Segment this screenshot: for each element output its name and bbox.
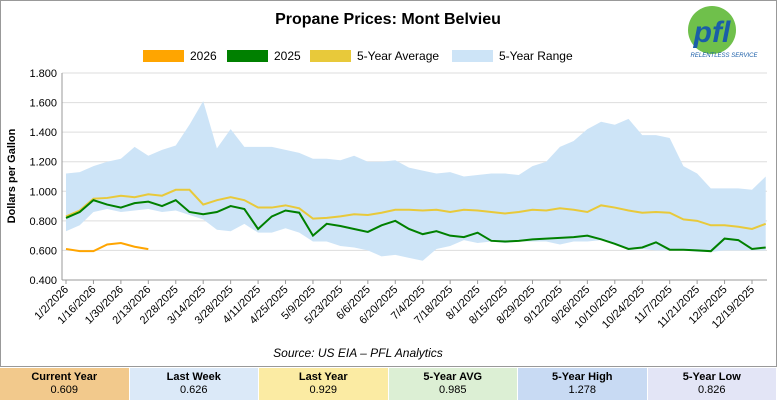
y-tick-label: 0.400 bbox=[29, 275, 57, 287]
y-tick-label: 1.600 bbox=[29, 98, 57, 110]
y-tick-label: 0.800 bbox=[29, 216, 57, 228]
summary-value: 0.826 bbox=[697, 384, 726, 396]
y-tick-label: 1.800 bbox=[29, 68, 57, 80]
y-tick-label: 0.600 bbox=[29, 245, 57, 257]
legend-swatch bbox=[310, 50, 351, 62]
summary-label: Last Week bbox=[166, 371, 221, 383]
summary-bar: Current Year 0.609 Last Week 0.626 Last Year… bbox=[0, 368, 777, 400]
summary-cell: Last Year 0.929 bbox=[259, 368, 389, 400]
summary-cell: 5-Year Low 0.826 bbox=[647, 368, 777, 400]
series-line bbox=[65, 188, 767, 231]
legend-swatch bbox=[227, 50, 268, 62]
summary-label: 5-Year Low bbox=[682, 371, 741, 383]
summary-cell: 5-Year AVG 0.985 bbox=[388, 368, 518, 400]
summary-cell: Current Year 0.609 bbox=[0, 368, 130, 400]
legend-swatch bbox=[452, 50, 493, 62]
summary-value: 0.626 bbox=[179, 384, 208, 396]
legend-label: 5-Year Average bbox=[357, 49, 439, 63]
summary-label: Last Year bbox=[298, 371, 348, 383]
series-line bbox=[65, 242, 149, 253]
summary-value: 1.278 bbox=[568, 384, 597, 396]
chart-title: Propane Prices: Mont Belvieu bbox=[275, 11, 501, 28]
legend-swatch bbox=[143, 50, 184, 62]
legend-label: 2025 bbox=[274, 49, 301, 63]
summary-value: 0.985 bbox=[438, 384, 467, 396]
summary-value: 0.929 bbox=[309, 384, 338, 396]
chart: Propane Prices: Mont Belvieu Source: US … bbox=[0, 0, 777, 367]
y-tick-label: 1.400 bbox=[29, 127, 57, 139]
y-tick-label: 1.200 bbox=[29, 157, 57, 169]
logo-tagline: RELENTLESS SERVICE bbox=[691, 53, 759, 59]
legend-label: 2026 bbox=[190, 49, 217, 63]
summary-cell: 5-Year High 1.278 bbox=[518, 368, 648, 400]
logo-badge bbox=[688, 6, 736, 54]
summary-label: Current Year bbox=[31, 371, 98, 383]
summary-value: 0.609 bbox=[50, 384, 79, 396]
summary-cell: Last Week 0.626 bbox=[129, 368, 259, 400]
logo-text: pfl bbox=[693, 16, 731, 49]
legend-label: 5-Year Range bbox=[499, 49, 573, 63]
summary-label: 5-Year High bbox=[551, 371, 613, 383]
series-line bbox=[65, 198, 766, 253]
source: Source: US EIA – PFL Analytics bbox=[273, 346, 443, 360]
y-tick-label: 1.000 bbox=[29, 186, 57, 198]
range-area bbox=[66, 101, 766, 261]
summary-label: 5-Year AVG bbox=[423, 371, 483, 383]
y-axis-title: Dollars per Gallon bbox=[6, 128, 18, 223]
